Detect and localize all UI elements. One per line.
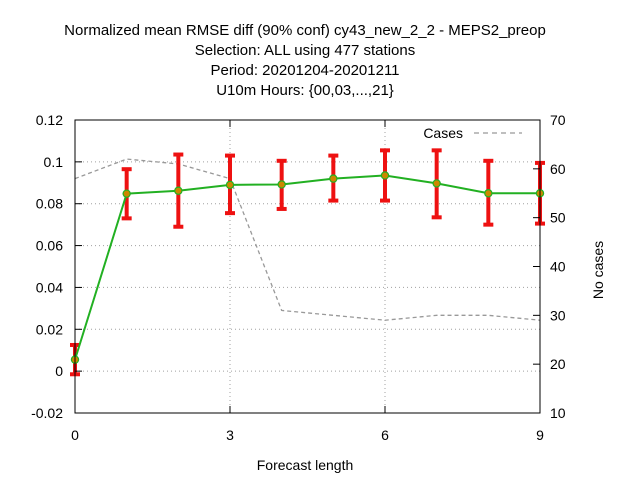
data-point <box>174 186 183 195</box>
x-tick-label: 9 <box>536 427 544 443</box>
error-bars <box>70 148 545 377</box>
y2-tick-label: 40 <box>550 259 566 275</box>
y-tick-label: 0.1 <box>44 154 64 170</box>
cases-series <box>74 158 541 321</box>
y2-tick-label: 10 <box>550 405 566 421</box>
cases-line <box>74 158 541 321</box>
y2-tick-label: 60 <box>550 161 566 177</box>
title-line-2: Selection: ALL using 477 stations <box>195 42 415 59</box>
x-tick-label: 6 <box>381 427 389 443</box>
y-tick-label: -0.02 <box>31 405 63 421</box>
x-tick-label: 0 <box>71 427 79 443</box>
y2-axis-label: No cases <box>590 241 606 299</box>
y-tick-label: 0 <box>55 363 63 379</box>
x-axis-label: Forecast length <box>257 457 354 473</box>
y-tick-label: 0.08 <box>36 196 63 212</box>
x-tick-label: 3 <box>226 427 234 443</box>
plot-border <box>74 119 541 414</box>
y2-tick-label: 30 <box>550 307 566 323</box>
axis-ticks: -0.02 0 0.02 0.04 0.06 0.08 0.1 0.12 0 3 6 9 10 20 30 4… <box>31 112 566 443</box>
data-point <box>484 189 493 198</box>
y-tick-label: 0.04 <box>36 279 63 295</box>
data-point <box>122 189 131 198</box>
rmse-diff-line <box>74 174 540 360</box>
data-point <box>225 180 235 190</box>
data-point <box>432 179 441 188</box>
y2-tick-label: 70 <box>550 112 566 128</box>
y-tick-label: 0.06 <box>36 238 63 254</box>
plot-frame <box>74 119 541 414</box>
data-point <box>329 174 338 183</box>
y2-tick-label: 20 <box>550 356 566 372</box>
legend: Cases <box>423 125 522 141</box>
grid <box>75 120 540 413</box>
rmse-diff-series <box>70 171 545 364</box>
title-line-4: U10m Hours: {00,03,...,21} <box>216 82 394 99</box>
data-point <box>380 171 390 180</box>
y2-tick-label: 50 <box>550 210 566 226</box>
y-tick-label: 0.12 <box>36 112 63 128</box>
legend-label-cases: Cases <box>423 125 463 141</box>
title-line-1: Normalized mean RMSE diff (90% conf) cy4… <box>64 22 546 39</box>
data-point <box>277 180 286 189</box>
chart-title: Normalized mean RMSE diff (90% conf) cy4… <box>64 22 546 99</box>
title-line-3: Period: 20201204-20201211 <box>210 62 399 79</box>
y-tick-label: 0.02 <box>36 321 63 337</box>
